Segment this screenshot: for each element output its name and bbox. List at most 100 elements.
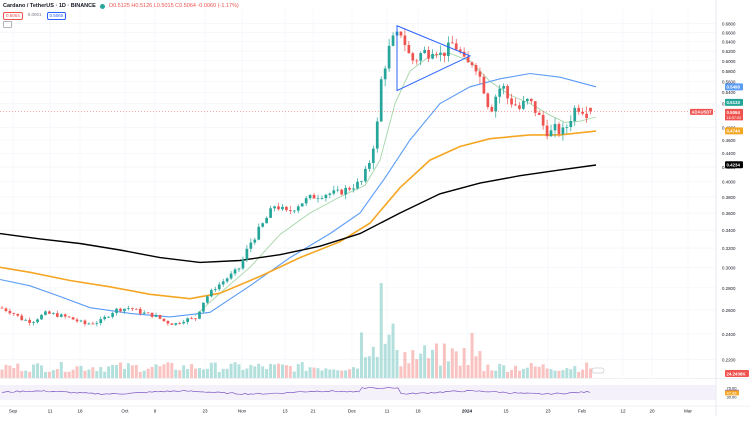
candle	[502, 83, 505, 95]
price-tick-label: 0.4600	[722, 138, 736, 143]
price-tick-label: 0.5600	[722, 79, 736, 84]
volume-bar	[79, 365, 83, 378]
candle-body	[458, 49, 462, 52]
candle	[443, 52, 446, 63]
candle-body	[20, 315, 24, 321]
candle-body	[443, 52, 446, 57]
volume-bar	[375, 356, 379, 378]
candle	[269, 205, 272, 219]
candle	[198, 311, 201, 320]
volume-bar	[494, 370, 498, 378]
candle	[581, 107, 584, 116]
candle	[336, 185, 340, 193]
time-tick-label: 13	[282, 409, 288, 414]
ma-slow-line	[0, 130, 597, 300]
volume-bar	[549, 369, 553, 378]
volume-bar	[514, 365, 517, 378]
candle-body	[466, 56, 470, 63]
candle-body	[561, 127, 565, 135]
candle-body	[573, 107, 577, 122]
candle	[320, 195, 324, 200]
time-tick-label: Feb	[578, 409, 586, 414]
candle	[375, 117, 379, 153]
candle-body	[415, 60, 419, 62]
volume-bar	[292, 371, 296, 378]
volume-bar	[577, 371, 581, 378]
price-tick-label: 0.6800	[722, 22, 736, 27]
order-pills: 0.5064 0.0001 0.5065	[3, 12, 67, 20]
candle-body	[589, 107, 592, 112]
candle-body	[210, 290, 213, 297]
volume-bar	[269, 363, 273, 378]
candle-body	[435, 53, 438, 55]
time-tick-label: 18	[77, 409, 83, 414]
volume-bar	[312, 367, 316, 378]
volume-bar	[545, 368, 549, 378]
candle	[28, 317, 31, 326]
candle	[63, 313, 67, 319]
sell-pill[interactable]: 0.5064	[3, 12, 23, 20]
volume-bar	[502, 365, 506, 378]
time-tick-label: Sep	[9, 409, 18, 414]
candle	[0, 306, 4, 309]
candle	[529, 98, 533, 105]
volume-bar	[190, 364, 194, 378]
price-tick-label: 0.5400	[722, 90, 736, 95]
candle-body	[158, 314, 162, 319]
volume-bar	[525, 367, 529, 378]
candle-body	[356, 181, 359, 189]
candle-body	[36, 319, 39, 323]
volume-bar	[63, 371, 67, 378]
last-price-tag-text: 0.5064	[727, 110, 741, 115]
candle	[569, 115, 573, 132]
volume-bar	[4, 364, 8, 378]
candle	[439, 45, 442, 62]
time-axis: Sep 11 18 Oct 9 23 Nov 13 21 Dec 11 18 2024 15 23 Feb 12…	[9, 409, 693, 414]
candle-body	[529, 98, 533, 102]
volume-bar	[47, 371, 51, 378]
candle	[541, 111, 545, 130]
volume-bar	[348, 369, 352, 378]
candle	[450, 35, 454, 44]
candle	[119, 307, 122, 313]
volume-bar	[0, 369, 4, 378]
volume-bar	[474, 356, 478, 378]
candle	[166, 320, 170, 326]
volume-bar	[300, 362, 304, 378]
candle	[494, 94, 498, 118]
candle	[32, 321, 35, 326]
candle	[296, 204, 300, 214]
candle	[348, 186, 351, 192]
candle-body	[241, 259, 245, 269]
volume-bar	[111, 364, 115, 378]
candle	[553, 118, 557, 138]
candle	[356, 178, 359, 190]
volume-bar	[395, 350, 399, 378]
last-price-tag: 0.5064	[725, 108, 743, 116]
volume-bar	[359, 332, 363, 378]
collapse-indicators-icon[interactable]	[3, 21, 12, 28]
volume-bar	[403, 352, 407, 378]
rsi-tick-label: 70.00	[727, 385, 738, 390]
volume-bar	[237, 364, 241, 378]
candle	[225, 277, 229, 284]
candle-body	[67, 316, 71, 318]
candle-body	[48, 311, 51, 314]
candle	[91, 321, 95, 325]
candle	[36, 318, 39, 324]
candle-body	[336, 189, 340, 191]
candle	[217, 282, 221, 292]
candle-body	[368, 163, 371, 169]
volume-bar	[470, 333, 474, 378]
candle	[131, 307, 134, 312]
candle	[557, 121, 561, 138]
buy-pill[interactable]: 0.5065	[46, 12, 67, 20]
candle	[427, 46, 430, 63]
volume-bar	[245, 368, 249, 378]
symbol-title[interactable]: Cardano / TetherUS · 1D · BINANCE	[3, 3, 96, 9]
candle-body	[379, 79, 383, 122]
volume-bar	[75, 366, 79, 378]
candle	[8, 308, 12, 315]
